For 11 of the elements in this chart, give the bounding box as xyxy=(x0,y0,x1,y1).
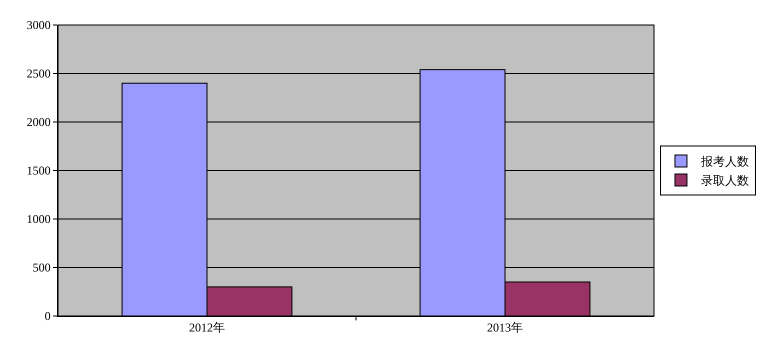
y-tick-label: 3000 xyxy=(26,18,51,32)
y-tick-label: 500 xyxy=(32,260,51,275)
x-tick-label: 2013年 xyxy=(487,320,523,334)
y-tick-label: 1500 xyxy=(26,164,51,178)
y-tick-label: 0 xyxy=(44,309,51,324)
legend-label: 报考人数 xyxy=(700,154,749,169)
x-tick-label: 2012年 xyxy=(189,320,225,334)
y-tick-label: 2500 xyxy=(26,66,51,81)
y-tick-label: 2000 xyxy=(26,115,51,130)
legend-label: 录取人数 xyxy=(700,174,749,188)
y-tick-label: 1000 xyxy=(26,212,51,226)
